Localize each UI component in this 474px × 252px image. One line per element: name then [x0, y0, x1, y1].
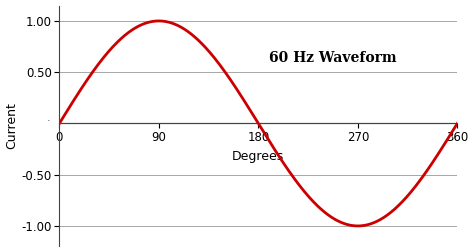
- Y-axis label: Current: Current: [6, 103, 18, 149]
- Text: .: .: [47, 113, 51, 123]
- X-axis label: Degrees: Degrees: [232, 150, 284, 163]
- Text: 60 Hz Waveform: 60 Hz Waveform: [269, 51, 397, 65]
